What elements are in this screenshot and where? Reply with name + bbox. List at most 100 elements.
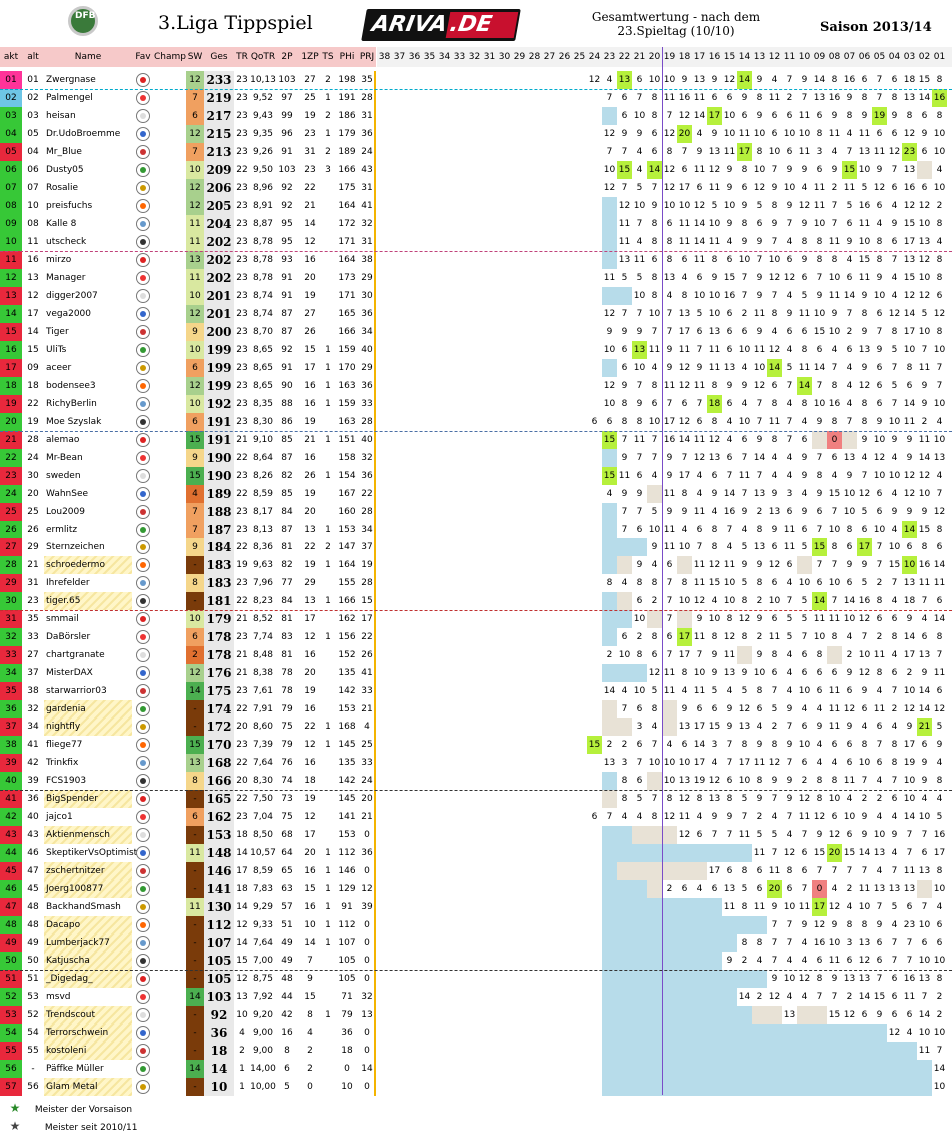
player-name[interactable]: Sternzeichen [44, 538, 132, 557]
player-name[interactable]: Palmengel [44, 88, 132, 107]
player-name[interactable]: UliTs [44, 340, 132, 359]
player-name[interactable]: mirzo [44, 250, 132, 269]
player-name[interactable]: Lumberjack77 [44, 934, 132, 953]
player-name[interactable]: fliege77 [44, 736, 132, 755]
club-crest-icon [136, 162, 150, 177]
player-name[interactable]: Aktienmensch [44, 826, 132, 845]
player-name[interactable]: smmail [44, 610, 132, 629]
rank-previous: 28 [27, 434, 39, 445]
player-name[interactable]: vega2000 [44, 304, 132, 323]
player-name[interactable]: Dusty05 [44, 160, 132, 179]
player-name[interactable]: Lou2009 [44, 502, 132, 521]
spieltag-score: 9 [786, 776, 793, 787]
player-name[interactable]: Trendscout [44, 1005, 132, 1024]
spieltag-score: 7 [726, 470, 733, 481]
spieltag-score: 11 [663, 380, 676, 391]
player-name[interactable]: SkeptikerVsOptimist [44, 844, 137, 863]
spieltag-score: 11 [633, 434, 646, 445]
spieltag-score: 9 [786, 308, 793, 319]
spieltag-score: 6 [891, 974, 898, 984]
spieltag-score: 6 [801, 524, 808, 535]
player-name[interactable]: MisterDAX [44, 664, 132, 683]
player-name[interactable]: BigSpender [44, 790, 132, 809]
spieltag-score: 4 [726, 542, 733, 553]
player-name[interactable]: FCS1903 [44, 772, 132, 791]
player-name[interactable]: msvd [44, 987, 132, 1006]
player-name[interactable]: _Digedag_ [44, 970, 132, 988]
player-name[interactable]: DaBörsler [44, 628, 132, 647]
spieltag-score: 8 [711, 416, 718, 427]
player-name[interactable]: Glam Metal [44, 1077, 132, 1096]
player-name[interactable]: Moe Szyslak [44, 412, 132, 431]
player-name[interactable]: ermlitz [44, 520, 132, 539]
spieltag-score: 2 [846, 991, 853, 1002]
spieltag-score: 7 [816, 560, 823, 571]
spieltag-score: 12 [858, 380, 871, 391]
player-name[interactable]: WahnSee [44, 484, 132, 503]
player-name[interactable]: Ihrefelder [44, 574, 132, 593]
rank-current: 05 [0, 142, 22, 161]
player-name[interactable]: Kalle 8 [44, 214, 132, 233]
rank-previous: 13 [27, 272, 39, 283]
prj-value: 38 [361, 254, 373, 265]
player-name[interactable]: Manager [44, 268, 132, 287]
player-name[interactable]: gardenia [44, 700, 132, 719]
player-name[interactable]: schroedermo [44, 556, 132, 575]
spieltag-score: 9 [816, 830, 823, 841]
player-name[interactable]: Dacapo [44, 916, 132, 935]
spieltag-score: 8 [891, 92, 898, 103]
player-name[interactable]: Dr.UdoBroemme [44, 124, 132, 143]
player-name[interactable]: kostoleni [44, 1041, 132, 1060]
phi-value: 156 [338, 632, 356, 643]
player-name[interactable]: Mr-Bean [44, 448, 132, 467]
player-name[interactable]: starwarrior03 [44, 682, 132, 701]
player-name[interactable]: sweden [44, 466, 132, 485]
qotr-value: 8,50 [252, 830, 274, 841]
player-name[interactable]: jajco1 [44, 808, 132, 827]
spieltag-score: 7 [606, 146, 613, 157]
no-data-fill [602, 358, 617, 377]
table-row: 38 41 fliege77 15 170 23 7,39 79 12 1 145 25 15 2 2 6 7 4… [0, 736, 952, 755]
sw-value: 6 [186, 808, 204, 827]
player-name[interactable]: alemao [44, 430, 132, 449]
player-name[interactable]: digger2007 [44, 286, 132, 305]
player-name[interactable]: Terrorschwein [44, 1023, 132, 1042]
ariva-logo[interactable]: ARIVA .DE [361, 9, 521, 41]
total-points: 183 [204, 556, 234, 575]
spieltag-score: 5 [621, 272, 628, 283]
two-p-value: 96 [281, 128, 293, 139]
player-name[interactable]: zschertnitzer [44, 862, 132, 881]
spieltag-score: 8 [861, 416, 868, 427]
player-name[interactable]: Tiger [44, 322, 132, 341]
player-name[interactable]: chartgranate [44, 646, 132, 665]
player-name[interactable]: Mr_Blue [44, 142, 132, 161]
champion-pick [154, 1024, 186, 1042]
spieltag-score: 6 [831, 452, 838, 463]
table-row: 47 48 BackhandSmash 11 130 14 9,29 57 16 1 91 39 11 8… [0, 898, 952, 917]
player-name[interactable]: BackhandSmash [44, 898, 132, 917]
table-row: 20 19 Moe Szyslak 6 191 23 8,30 86 19 163 28 6 6 8 8 10… [0, 412, 952, 431]
spieltag-score: 6 [621, 110, 628, 121]
player-name[interactable]: Zwergnase [44, 71, 132, 89]
spieltag-score: 11 [843, 776, 856, 787]
player-name[interactable]: bodensee3 [44, 376, 132, 395]
spieltag-score: 7 [831, 218, 838, 229]
player-name[interactable]: heisan [44, 106, 132, 125]
player-name[interactable]: Päffke Müller [44, 1059, 132, 1078]
player-name[interactable]: Rosalie [44, 178, 132, 197]
spieltag-score: 4 [921, 614, 928, 625]
spieltag-score: 9 [861, 812, 868, 823]
player-name[interactable]: nightfly [44, 718, 132, 737]
club-crest-icon [136, 360, 150, 375]
player-name[interactable]: preisfuchs [44, 196, 132, 215]
player-name[interactable]: Trinkfix [44, 754, 132, 773]
player-name[interactable]: RichyBerlin [44, 394, 132, 413]
player-name[interactable]: Katjuscha [44, 952, 132, 971]
player-name[interactable]: aceer [44, 358, 132, 377]
spieltag-score: 9 [636, 488, 643, 499]
player-name[interactable]: utscheck [44, 232, 132, 251]
player-name[interactable]: Joerg100877 [44, 880, 132, 899]
spieltag-score: 5 [651, 506, 658, 517]
spieltag-score: 6 [876, 362, 883, 373]
player-name[interactable]: tiger.65 [44, 592, 132, 611]
